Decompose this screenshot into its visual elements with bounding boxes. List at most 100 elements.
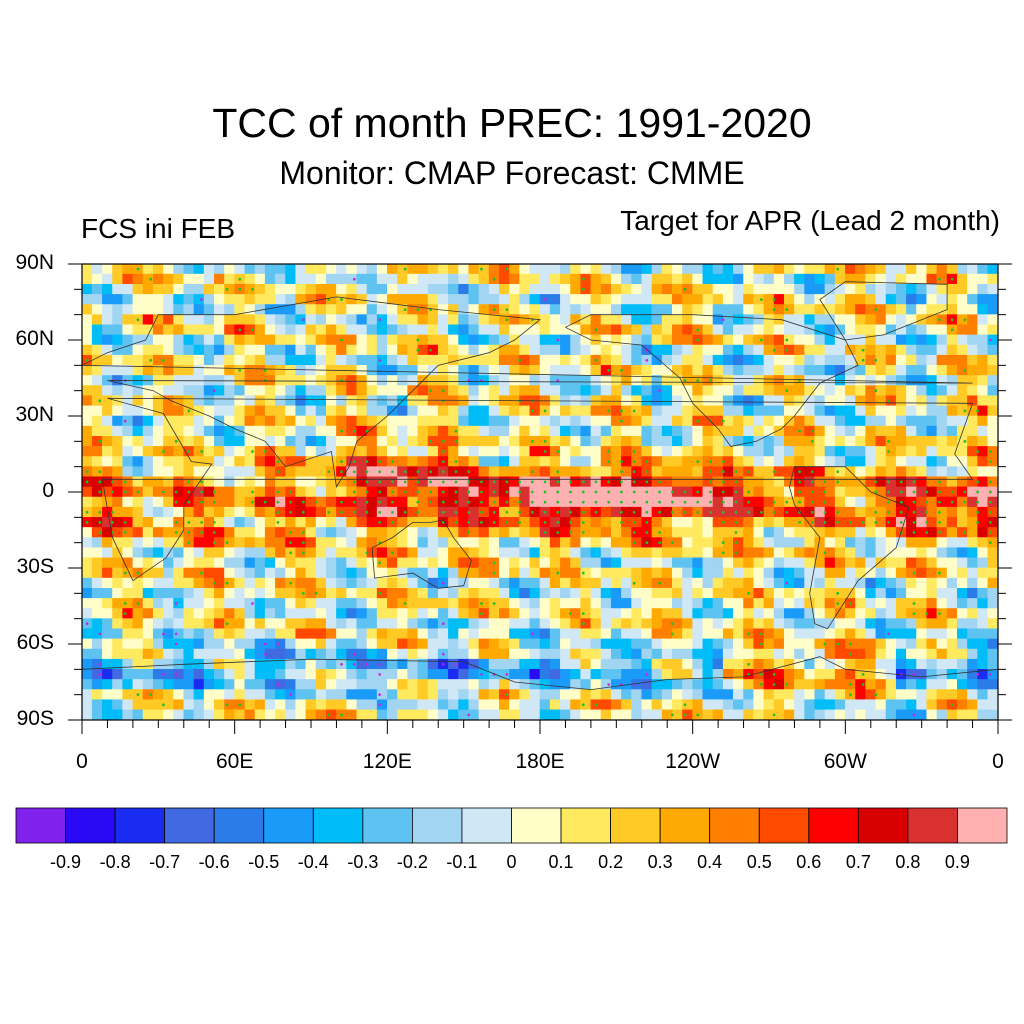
field-cell [814, 547, 826, 559]
stipple-dot-positive [543, 450, 547, 453]
stipple-dot-positive [123, 602, 127, 605]
field-cell [916, 506, 928, 518]
field-cell [336, 486, 347, 498]
field-cell [82, 527, 93, 538]
stipple-dot-positive [938, 480, 941, 484]
field-cell [102, 466, 113, 478]
field-cell [102, 476, 113, 488]
stipple-dot-positive [874, 490, 878, 494]
field-cell [244, 435, 256, 447]
stipple-dot-positive [658, 480, 661, 484]
field-cell [895, 557, 907, 569]
field-cell [163, 638, 174, 650]
field-cell [163, 344, 174, 356]
field-cell [834, 638, 846, 650]
field-cell [468, 547, 480, 559]
field-cell [193, 537, 205, 549]
stipple-dot-positive [365, 490, 369, 494]
field-cell [142, 709, 154, 720]
field-cell [214, 679, 225, 690]
field-cell [926, 669, 938, 680]
field-cell [600, 638, 612, 650]
field-cell [956, 435, 968, 447]
stipple-dot-positive [594, 510, 598, 514]
field-cell [173, 577, 185, 589]
field-cell [977, 264, 989, 275]
field-cell [610, 486, 622, 498]
field-cell [285, 557, 297, 569]
field-cell [448, 598, 459, 609]
field-cell [895, 304, 907, 315]
field-cell [427, 567, 439, 579]
stipple-dot-positive [632, 480, 636, 484]
field-cell [244, 446, 256, 457]
field-cell [560, 608, 571, 619]
stipple-dot-negative [467, 379, 471, 382]
field-cell [152, 506, 164, 518]
stipple-dot-positive [391, 470, 394, 474]
field-cell [794, 385, 805, 397]
field-cell [417, 354, 429, 366]
field-cell [967, 547, 978, 559]
stipple-dot-positive [861, 673, 865, 676]
field-cell [214, 669, 225, 680]
coastline [565, 314, 859, 447]
field-cell [82, 699, 93, 711]
field-cell [926, 709, 938, 720]
field-cell [152, 395, 164, 407]
field-cell [916, 527, 928, 538]
field-cell [783, 537, 795, 549]
field-cell [621, 476, 632, 488]
field-cell [794, 324, 805, 336]
field-cell [763, 496, 775, 508]
field-cell [163, 405, 174, 417]
field-cell [203, 314, 215, 326]
field-cell [692, 517, 704, 528]
field-cell [437, 557, 449, 569]
field-cell [824, 567, 836, 579]
field-cell [387, 294, 398, 305]
stipple-dot-positive [785, 348, 789, 352]
field-cell [936, 395, 948, 407]
field-cell [570, 354, 582, 366]
field-cell [946, 527, 958, 538]
stipple-dot-positive [187, 480, 191, 484]
field-cell [152, 689, 164, 701]
stipple-dot-positive [709, 500, 712, 504]
field-cell [560, 264, 571, 275]
field-cell [641, 365, 653, 376]
field-cell [91, 415, 103, 427]
field-cell [875, 577, 887, 589]
stipple-dot-positive [887, 439, 890, 443]
field-cell [244, 618, 256, 630]
field-cell [234, 638, 246, 650]
field-cell [722, 415, 734, 427]
field-cell [936, 506, 948, 518]
stipple-dot-positive [950, 500, 954, 504]
field-cell [712, 385, 724, 397]
field-cell [977, 709, 989, 720]
field-cell [234, 527, 246, 538]
field-cell [977, 446, 989, 457]
field-cell [682, 537, 693, 549]
stipple-dot-positive [670, 490, 674, 494]
stipple-dot-positive [709, 379, 712, 382]
field-cell [356, 273, 368, 285]
field-cell [865, 577, 877, 589]
field-cell [804, 689, 816, 701]
field-cell [845, 446, 856, 457]
field-cell [885, 264, 897, 275]
field-cell [295, 618, 307, 630]
field-cell [977, 608, 989, 619]
field-cell [529, 476, 541, 488]
field-cell [142, 638, 154, 650]
field-cell [702, 435, 714, 447]
field-cell [152, 527, 164, 538]
field-cell [549, 557, 561, 569]
field-cell [712, 689, 724, 701]
field-cell [814, 638, 826, 650]
field-cell [773, 699, 785, 711]
field-cell [824, 628, 836, 640]
field-cell [906, 456, 917, 467]
field-cell [305, 598, 317, 609]
